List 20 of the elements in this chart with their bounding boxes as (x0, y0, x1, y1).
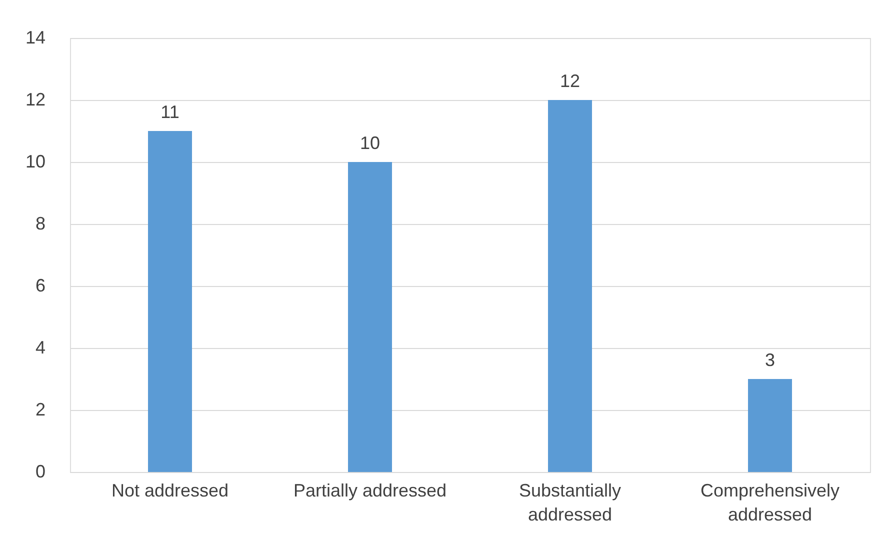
x-tick-label: Not addressed (111, 480, 229, 500)
y-tick-label: 6 (35, 276, 46, 296)
data-label: 12 (560, 71, 580, 91)
y-tick-label: 12 (25, 90, 46, 110)
bar (148, 131, 192, 472)
data-label: 10 (360, 133, 380, 153)
y-tick-label: 0 (35, 462, 46, 482)
data-label: 11 (160, 102, 180, 122)
bar (548, 100, 592, 472)
y-tick-label: 14 (25, 28, 46, 48)
bar (748, 379, 792, 472)
y-tick-label: 8 (35, 214, 46, 234)
data-label: 3 (764, 350, 776, 370)
bar (348, 162, 392, 472)
y-tick-label: 2 (35, 400, 46, 420)
y-tick-label: 4 (35, 338, 46, 358)
y-tick-label: 10 (25, 152, 46, 172)
x-tick-label: Partially addressed (293, 480, 447, 500)
x-tick-label: Comprehensively addressed (700, 480, 840, 524)
x-tick-label: Substantially addressed (518, 480, 622, 524)
